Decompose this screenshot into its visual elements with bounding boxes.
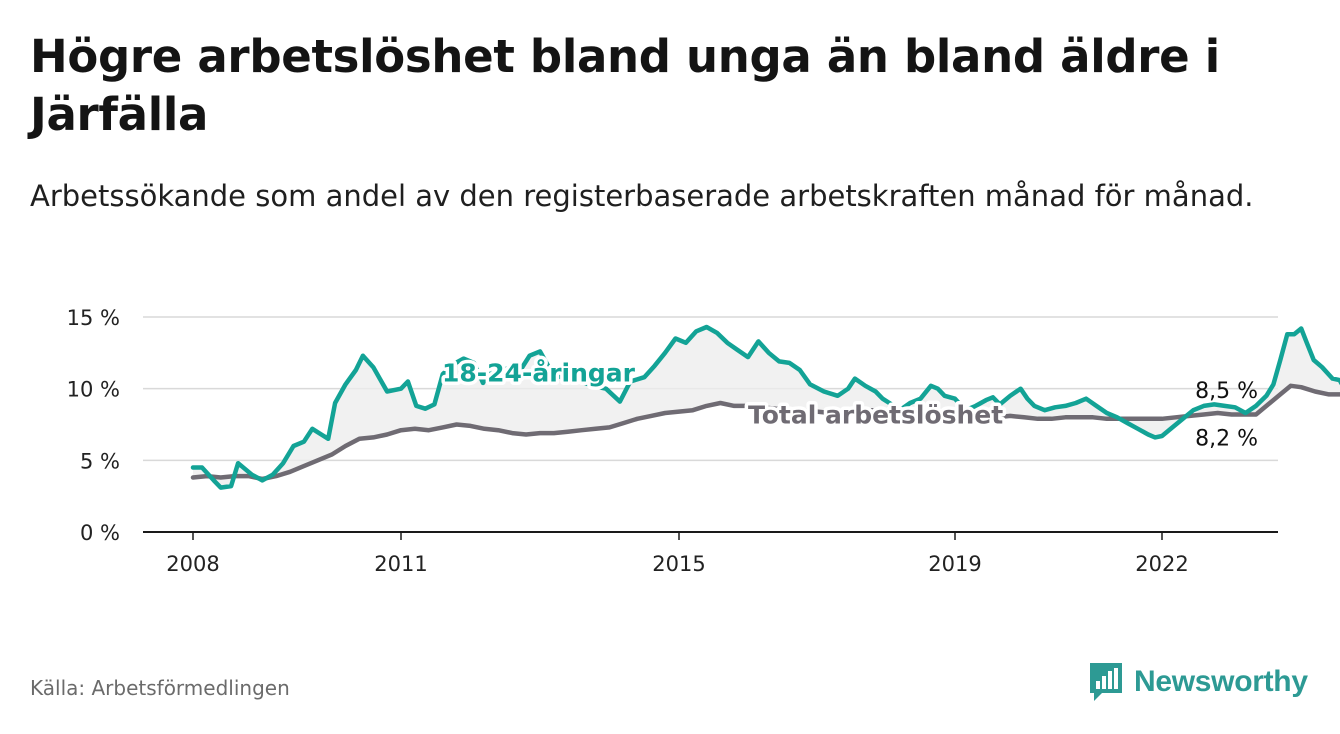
source-note: Källa: Arbetsförmedlingen — [30, 676, 290, 700]
line-chart: 0 % 5 % 10 % 15 % 2008 2011 2015 2019 2022 18-24… — [67, 306, 1340, 576]
chart-title: Högre arbetslöshet bland unga än bland ä… — [30, 30, 1220, 141]
x-tick-label: 2022 — [1135, 552, 1188, 576]
bar-chart-icon — [1090, 663, 1122, 701]
y-tick-label: 0 % — [80, 521, 120, 545]
series-line-young — [190, 324, 1340, 490]
end-label-young: 8,5 % — [1195, 379, 1258, 404]
y-tick-label: 10 % — [67, 378, 120, 402]
x-tick-label: 2008 — [166, 552, 219, 576]
series-label-young-halo: 18-24-åringar — [442, 359, 636, 388]
series-label-young: 18-24-åringar — [442, 359, 636, 388]
brand-logo: Newsworthy — [1088, 660, 1308, 704]
chart-subtitle: Arbetssökande som andel av den registerb… — [30, 179, 1254, 213]
x-tick-label: 2015 — [652, 552, 705, 576]
end-label-total: 8,2 % — [1195, 426, 1258, 451]
y-tick-label: 5 % — [80, 449, 120, 473]
y-tick-label: 15 % — [67, 306, 120, 330]
series-line-total — [190, 383, 1340, 482]
series-label-total-halo: Total arbetslöshet — [748, 400, 1003, 429]
series-label-total: Total arbetslöshet — [748, 400, 1003, 429]
brand-name: Newsworthy — [1134, 665, 1308, 698]
x-tick-label: 2019 — [928, 552, 981, 576]
x-tick-label: 2011 — [374, 552, 427, 576]
